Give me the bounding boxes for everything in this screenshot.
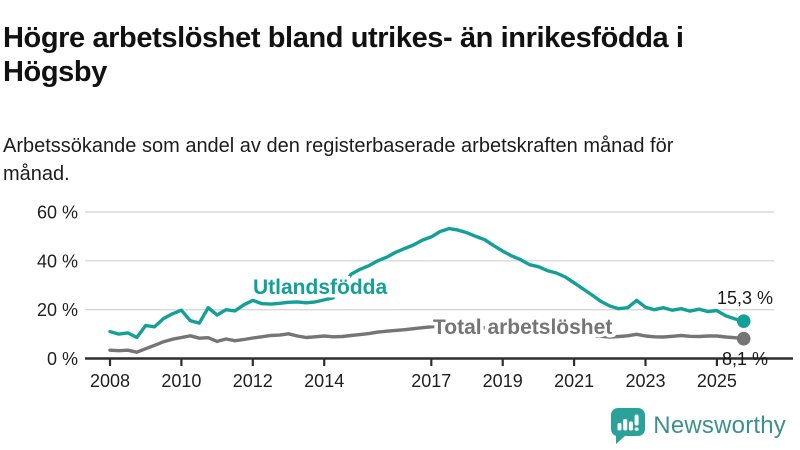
chart-canvas: 60 % 40 % 20 % 0 % 2008 2010 2012 2014 2017 2019 2…: [37, 202, 793, 391]
x-axis-label: 2019: [483, 371, 523, 391]
series-label-utlandsfodda: Utlandsfödda: [253, 276, 387, 299]
y-axis-label: 60 %: [37, 202, 78, 222]
x-axis-label: 2021: [554, 371, 594, 391]
series-label-total: Total arbetslöshet: [433, 316, 612, 339]
chart-subtitle: Arbetssökande som andel av den registerb…: [3, 135, 674, 185]
x-axis-label: 2023: [625, 371, 665, 391]
x-axis-label: 2010: [161, 371, 201, 391]
newsworthy-logo[interactable]: Newsworthy: [609, 407, 786, 444]
y-axis-label: 0 %: [47, 349, 78, 369]
end-dot-utlandsfodda: [736, 314, 751, 328]
x-axis-label: 2025: [697, 371, 737, 391]
bar-chart-speech-bubble-icon: [611, 408, 646, 444]
logo-wordmark: Newsworthy: [653, 411, 786, 439]
x-axis-label: 2012: [233, 371, 273, 391]
page-title: Högre arbetslöshet bland utrikes- än inr…: [3, 22, 684, 89]
unemployment-line-chart: 60 % 40 % 20 % 0 % 2008 2010 2012 2014 2017 2019 2…: [0, 195, 800, 405]
end-value-total: 8,1 %: [722, 349, 768, 369]
end-dot-total: [736, 331, 751, 346]
end-value-utlandsfodda: 15,3 %: [717, 288, 773, 308]
x-axis-label: 2008: [90, 371, 130, 391]
x-axis-label: 2014: [304, 371, 344, 391]
y-axis-label: 40 %: [37, 251, 78, 271]
series-line-utlandsfodda: [108, 226, 746, 340]
x-axis-label: 2017: [411, 371, 451, 391]
series-line-total: [108, 323, 746, 354]
y-axis-label: 20 %: [37, 300, 78, 320]
